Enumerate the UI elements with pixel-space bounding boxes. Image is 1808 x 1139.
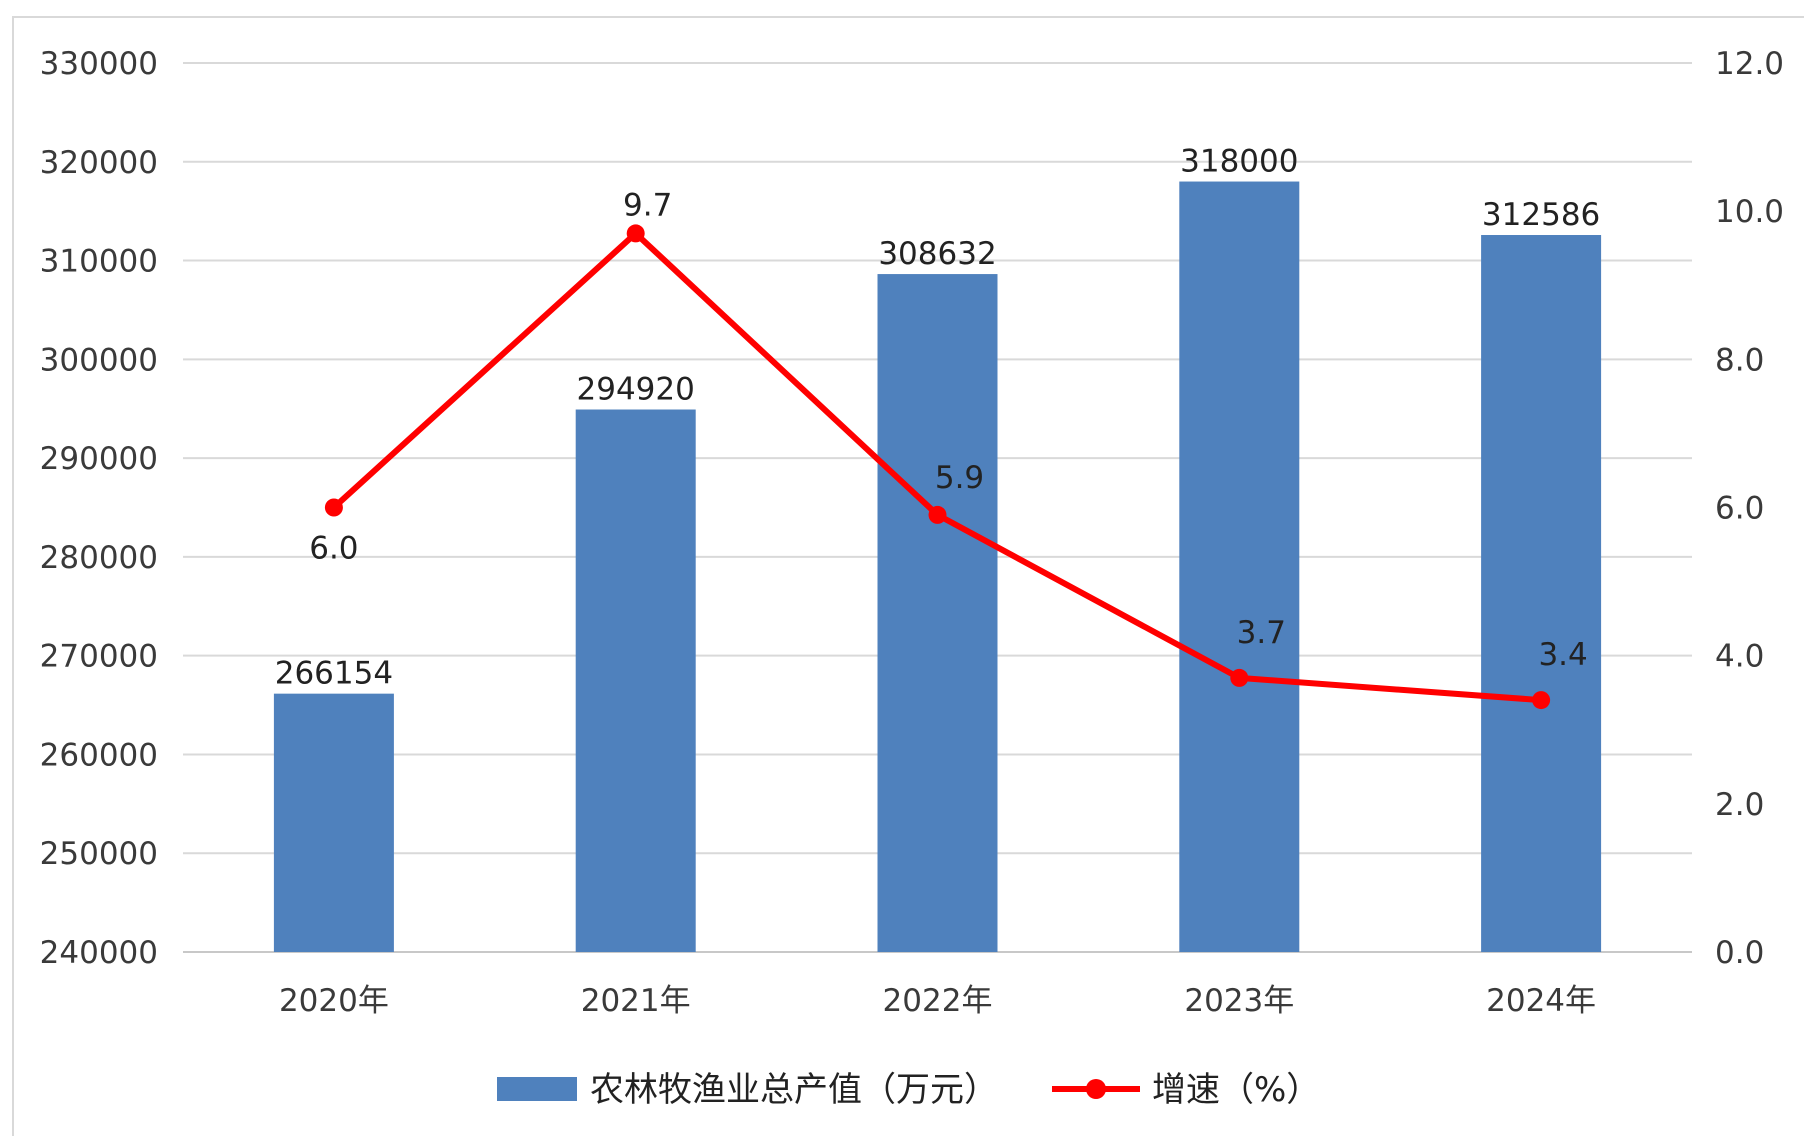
- line-series: [324, 224, 1551, 710]
- right-axis-tick-label: 12.0: [1715, 46, 1784, 82]
- bar: [877, 274, 998, 952]
- x-axis-tick-label: 2023年: [1184, 983, 1294, 1019]
- bar-data-labels: 266154 294920 308632 318000 312586: [275, 144, 1601, 692]
- bar-value-label: 266154: [275, 656, 393, 692]
- left-axis-tick-label: 240000: [40, 935, 158, 971]
- bar-value-label: 308632: [878, 236, 996, 272]
- line-data-labels: 6.0 9.7 5.9 3.7 3.4: [309, 187, 1588, 673]
- bar: [273, 693, 394, 952]
- left-axis-tick-label: 310000: [40, 244, 158, 280]
- legend: 农林牧渔业总产值（万元） 增速（%）: [497, 1070, 1320, 1110]
- x-axis-tick-label: 2022年: [883, 983, 993, 1019]
- x-axis-tick-label: 2020年: [279, 983, 389, 1019]
- left-axis-tick-label: 250000: [40, 836, 158, 872]
- x-axis-ticks: 2020年 2021年 2022年 2023年 2024年: [279, 983, 1596, 1019]
- legend-line-label: 增速（%）: [1152, 1070, 1320, 1110]
- right-axis-tick-label: 2.0: [1715, 787, 1764, 823]
- left-axis-tick-label: 260000: [40, 737, 158, 773]
- legend-line-marker: [1086, 1079, 1106, 1099]
- legend-bar-label: 农林牧渔业总产值（万元）: [590, 1070, 998, 1110]
- line-value-label: 3.4: [1538, 637, 1587, 673]
- x-axis-tick-label: 2024年: [1486, 983, 1596, 1019]
- legend-bar-swatch: [497, 1077, 577, 1101]
- bar-value-label: 318000: [1180, 144, 1298, 180]
- line-point: [324, 498, 343, 517]
- line-point: [626, 224, 645, 243]
- left-axis-tick-label: 330000: [40, 46, 158, 82]
- left-axis-tick-label: 320000: [40, 145, 158, 181]
- line-value-label: 5.9: [935, 460, 984, 496]
- line-point: [928, 505, 947, 524]
- bar-value-label: 312586: [1482, 197, 1600, 233]
- right-axis-tick-label: 4.0: [1715, 639, 1764, 675]
- right-axis-tick-label: 0.0: [1715, 935, 1764, 971]
- line-value-label: 6.0: [309, 531, 358, 567]
- right-axis-ticks: 0.0 2.0 4.0 6.0 8.0 10.0 12.0: [1715, 46, 1784, 971]
- x-axis-tick-label: 2021年: [581, 983, 691, 1019]
- bar: [1179, 181, 1300, 953]
- bar-series: [273, 181, 1602, 953]
- line-value-label: 9.7: [623, 187, 672, 223]
- left-axis-tick-label: 300000: [40, 342, 158, 378]
- right-axis-tick-label: 6.0: [1715, 491, 1764, 527]
- right-axis-tick-label: 8.0: [1715, 342, 1764, 378]
- left-axis-tick-label: 290000: [40, 441, 158, 477]
- left-axis-tick-label: 270000: [40, 639, 158, 675]
- left-axis-tick-label: 280000: [40, 540, 158, 576]
- line-point: [1532, 691, 1551, 710]
- bar: [575, 409, 696, 952]
- chart-frame: [12, 16, 1804, 1136]
- line-point: [1230, 668, 1249, 687]
- line-value-label: 3.7: [1237, 615, 1286, 651]
- bar: [1481, 235, 1602, 953]
- left-axis-ticks: 240000 250000 260000 270000 280000 290000 3000…: [40, 46, 158, 971]
- right-axis-tick-label: 10.0: [1715, 194, 1784, 230]
- bar-value-label: 294920: [577, 372, 695, 408]
